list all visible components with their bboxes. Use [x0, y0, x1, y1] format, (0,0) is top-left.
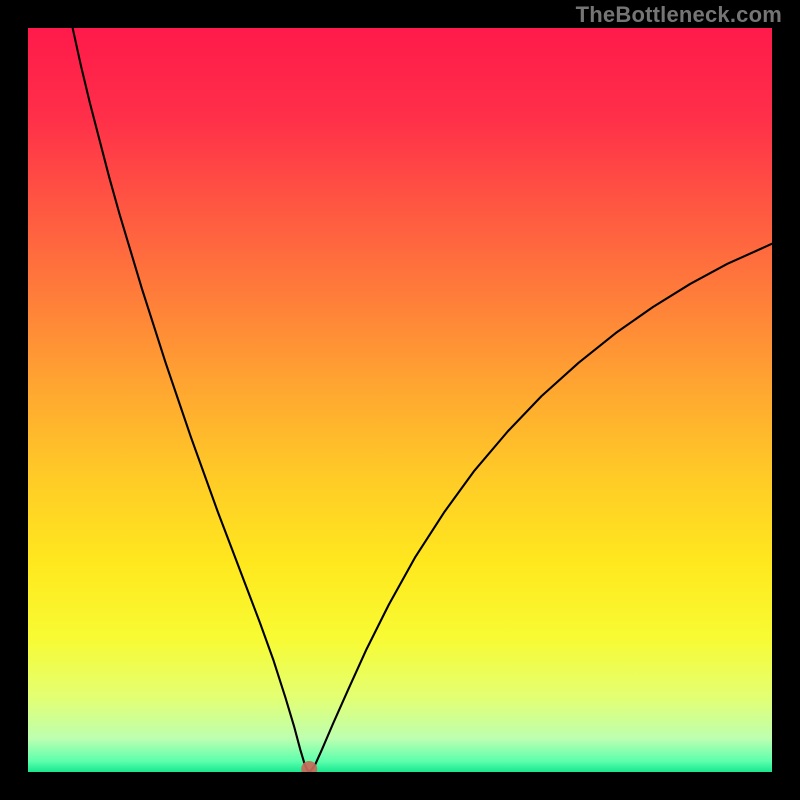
optimum-marker: [302, 762, 317, 772]
plot-svg: [28, 28, 772, 772]
plot-area: [28, 28, 772, 772]
gradient-background: [28, 28, 772, 772]
watermark-text: TheBottleneck.com: [576, 2, 782, 28]
